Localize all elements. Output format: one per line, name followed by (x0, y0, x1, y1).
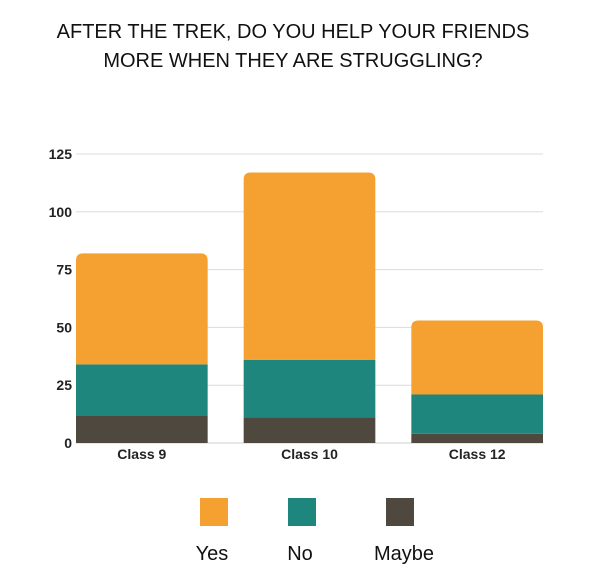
x-category-label: Class 9 (117, 446, 166, 462)
bars (76, 172, 543, 443)
bar-yes-class-10 (243, 172, 376, 360)
legend-swatch-no (288, 498, 316, 526)
legend-swatch-maybe (386, 498, 414, 526)
bar-yes-class-9 (76, 253, 208, 365)
y-tick-label: 0 (64, 435, 72, 451)
y-tick-label: 100 (49, 204, 73, 220)
legend: Yes No Maybe (196, 498, 434, 565)
x-axis-labels: Class 9 Class 10 Class 12 (117, 446, 505, 462)
bar-maybe-class-12 (411, 433, 543, 443)
y-tick-label: 75 (56, 262, 72, 278)
legend-swatch-yes (200, 498, 228, 526)
bar-no-class-12 (411, 394, 543, 434)
bar-no-class-9 (76, 364, 208, 416)
y-tick-label: 25 (56, 377, 72, 393)
chart-title-line-1: AFTER THE TREK, DO YOU HELP YOUR FRIENDS (57, 21, 530, 43)
x-category-label: Class 12 (449, 446, 506, 462)
bar-maybe-class-9 (76, 415, 208, 443)
y-tick-label: 125 (49, 146, 73, 162)
chart-title-line-2: MORE WHEN THEY ARE STRUGGLING? (103, 50, 482, 72)
bar-yes-class-12 (411, 320, 543, 395)
bar-no-class-10 (243, 359, 376, 418)
legend-label-maybe: Maybe (374, 543, 434, 565)
chart-title: AFTER THE TREK, DO YOU HELP YOUR FRIENDS… (57, 21, 530, 72)
legend-label-no: No (287, 543, 313, 565)
y-tick-label: 50 (56, 319, 72, 335)
y-axis-ticks: 0 25 50 75 100 125 (49, 146, 73, 451)
bar-maybe-class-10 (243, 417, 376, 443)
x-category-label: Class 10 (281, 446, 338, 462)
legend-label-yes: Yes (196, 543, 229, 565)
